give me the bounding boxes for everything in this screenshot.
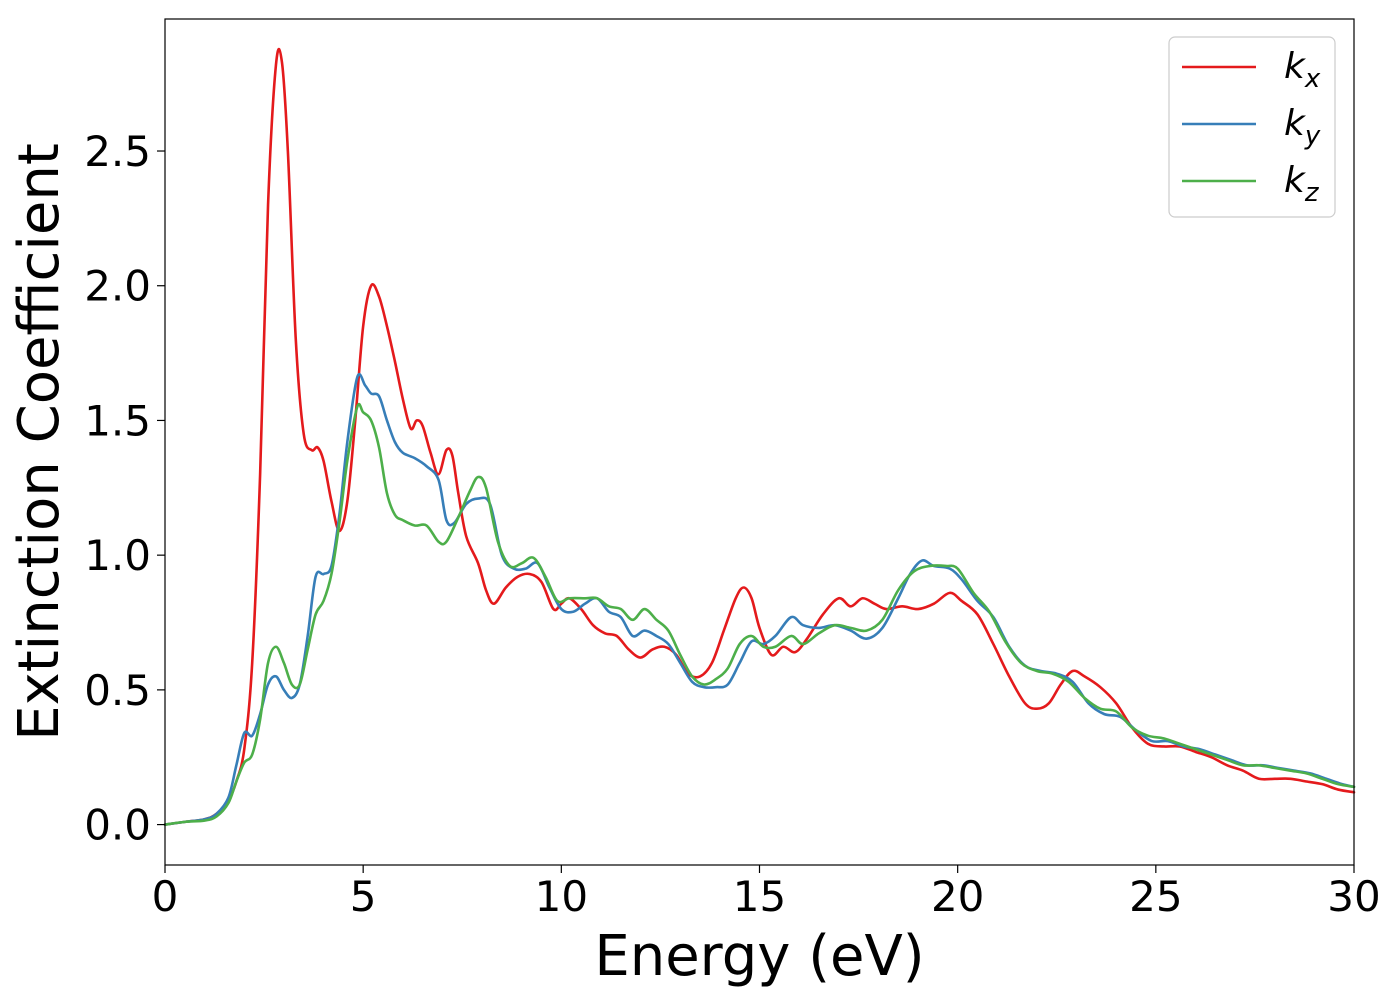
y-tick-label: 0.0: [84, 801, 151, 850]
x-axis-title: Energy (eV): [594, 924, 924, 989]
x-axis: 0 5 10 15 20 25 30: [152, 865, 1381, 921]
series-line-kz: [163, 402, 1356, 826]
x-tick-label: 5: [350, 872, 377, 921]
y-tick-label: 2.5: [84, 127, 151, 176]
plot-lines: [163, 47, 1356, 826]
y-axis: 0.0 0.5 1.0 1.5 2.0 2.5: [84, 127, 165, 850]
series-line-ky: [163, 372, 1356, 826]
y-tick-label: 2.0: [84, 262, 151, 311]
y-tick-label: 1.0: [84, 531, 151, 580]
y-axis-title: Extinction Coefficient: [7, 143, 72, 741]
y-tick-label: 0.5: [84, 666, 151, 715]
x-tick-label: 0: [152, 872, 179, 921]
x-tick-label: 25: [1129, 872, 1182, 921]
x-tick-label: 15: [733, 872, 786, 921]
series-line-kx: [163, 47, 1356, 826]
x-tick-label: 30: [1327, 872, 1380, 921]
y-tick-label: 1.5: [84, 396, 151, 445]
x-tick-label: 20: [931, 872, 984, 921]
x-tick-label: 10: [535, 872, 588, 921]
legend-box: [1168, 36, 1336, 218]
